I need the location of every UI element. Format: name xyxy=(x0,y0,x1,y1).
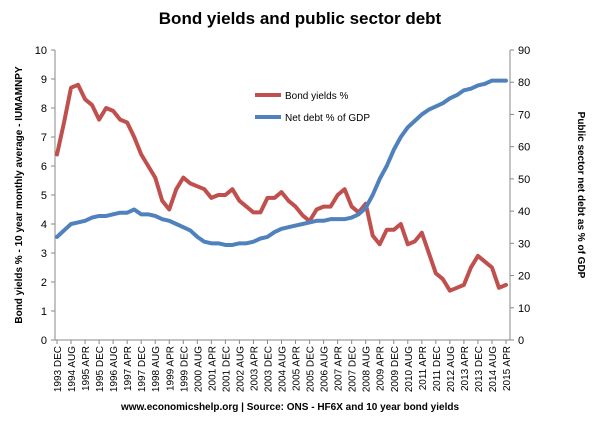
y2-tick-label: 30 xyxy=(518,238,530,250)
y2-tick-label: 80 xyxy=(518,77,530,89)
x-tick-label: 2002 AUG xyxy=(235,346,246,392)
x-tick-label: 2015 APR xyxy=(502,346,513,391)
x-tick-label: 2007 DEC xyxy=(348,346,359,392)
y-tick-label: 8 xyxy=(41,103,47,115)
y2-tick-label: 60 xyxy=(518,142,530,154)
source-note: www.economicshelp.org | Source: ONS - HF… xyxy=(120,402,460,413)
x-tick-label: 1999 DEC xyxy=(179,346,190,392)
x-tick-label: 2012 AUG xyxy=(446,346,457,392)
x-tick-label: 2007 APR xyxy=(334,346,345,391)
y2-tick-label: 0 xyxy=(518,335,524,347)
x-tick-label: 2003 DEC xyxy=(263,346,274,392)
y-axis-title: Bond yields % - 10 year monthly average … xyxy=(14,66,25,324)
x-tick-label: 2009 DEC xyxy=(390,346,401,392)
x-tick-label: 2008 AUG xyxy=(362,346,373,392)
x-tick-label: 1993 DEC xyxy=(53,346,64,392)
x-tick-label: 2006 AUG xyxy=(320,346,331,392)
y2-tick-label: 40 xyxy=(518,206,530,218)
x-tick-label: 2014 AUG xyxy=(488,346,499,392)
x-tick-label: 2011 APR xyxy=(418,346,429,390)
legend-label: Bond yields % xyxy=(285,91,348,102)
legend-label: Net debt % of GDP xyxy=(285,113,370,124)
x-tick-label: 1997 DEC xyxy=(137,346,148,392)
y-tick-label: 9 xyxy=(41,74,47,86)
x-tick-label: 2000 AUG xyxy=(193,346,204,392)
x-tick-label: 1996 AUG xyxy=(109,346,120,392)
x-tick-label: 2005 APR xyxy=(292,346,303,391)
x-tick-label: 2013 DEC xyxy=(474,346,485,392)
y-tick-label: 2 xyxy=(41,277,47,289)
x-tick-label: 2005 DEC xyxy=(306,346,317,392)
x-tick-label: 1995 DEC xyxy=(95,346,106,392)
y-tick-label: 6 xyxy=(41,161,47,173)
y-tick-label: 0 xyxy=(41,335,47,347)
y-tick-label: 7 xyxy=(41,132,47,144)
x-tick-label: 2001 APR xyxy=(207,346,218,391)
y-tick-label: 1 xyxy=(41,306,47,318)
y2-tick-label: 20 xyxy=(518,271,530,283)
x-tick-label: 2010 AUG xyxy=(404,346,415,392)
y-tick-label: 3 xyxy=(41,248,47,260)
x-tick-label: 2004 AUG xyxy=(278,346,289,392)
y-tick-label: 10 xyxy=(35,45,47,57)
y2-tick-label: 10 xyxy=(518,303,530,315)
x-tick-label: 2001 DEC xyxy=(221,346,232,392)
x-tick-label: 2011 DEC xyxy=(432,346,443,391)
y2-tick-label: 90 xyxy=(518,45,530,57)
y2-tick-label: 50 xyxy=(518,174,530,186)
chart-title: Bond yields and public sector debt xyxy=(159,9,442,28)
x-tick-label: 1997 APR xyxy=(123,346,134,391)
x-tick-label: 1995 APR xyxy=(81,346,92,391)
y-tick-label: 4 xyxy=(41,219,47,231)
x-tick-label: 1994 AUG xyxy=(67,346,78,392)
y2-tick-label: 70 xyxy=(518,109,530,121)
x-tick-label: 2013 APR xyxy=(460,346,471,391)
series-line xyxy=(55,82,508,293)
x-tick-label: 2009 APR xyxy=(376,346,387,391)
x-tick-label: 2003 APR xyxy=(249,346,260,391)
x-tick-label: 1998 AUG xyxy=(151,346,162,392)
x-tick-label: 1999 APR xyxy=(165,346,176,391)
series-line xyxy=(55,78,508,247)
y2-axis-title: Public sector net debt as % of GDP xyxy=(575,112,586,279)
y-tick-label: 5 xyxy=(41,190,47,202)
